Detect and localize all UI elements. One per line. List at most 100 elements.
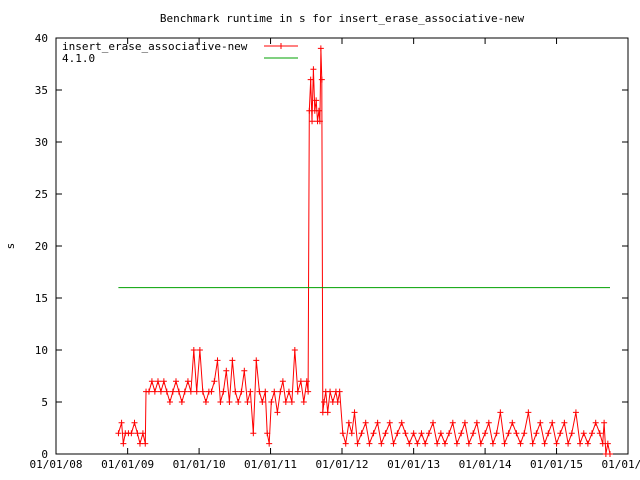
data-point (410, 430, 417, 437)
x-tick-label: 01/01/11 (244, 458, 297, 471)
data-point (324, 409, 331, 416)
data-point (572, 409, 579, 416)
data-point (505, 430, 512, 437)
data-point (517, 440, 524, 447)
data-point (294, 388, 301, 395)
data-point (596, 430, 603, 437)
data-point (306, 107, 313, 114)
data-point (229, 357, 236, 364)
data-point (599, 440, 606, 447)
data-point (202, 399, 209, 405)
data-point (274, 409, 281, 416)
data-point (449, 419, 456, 426)
data-point (394, 430, 401, 437)
x-tick-label: 01/01/15 (530, 458, 583, 471)
data-point (509, 419, 516, 426)
data-point (584, 440, 591, 447)
data-point (288, 399, 295, 405)
data-point (134, 430, 141, 437)
data-point (418, 430, 425, 437)
data-point (537, 419, 544, 426)
legend-label: 4.1.0 (62, 52, 95, 65)
data-point (238, 388, 245, 395)
data-point (345, 419, 352, 426)
data-point (351, 409, 358, 416)
y-tick-label: 30 (35, 136, 48, 149)
data-point (378, 440, 385, 447)
data-point (580, 430, 587, 437)
data-point (366, 440, 373, 447)
data-point (163, 388, 170, 395)
data-point (473, 419, 480, 426)
data-point (220, 388, 227, 395)
data-point (327, 388, 334, 395)
chart-title: Benchmark runtime in s for insert_erase_… (160, 12, 525, 25)
y-tick-label: 20 (35, 240, 48, 253)
data-point (318, 76, 325, 83)
data-point (120, 440, 127, 447)
data-point (285, 388, 292, 395)
data-point (414, 440, 421, 447)
data-point (533, 430, 540, 437)
data-point (425, 430, 432, 437)
data-point (461, 419, 468, 426)
y-tick-label: 35 (35, 84, 48, 97)
data-point (501, 440, 508, 447)
data-point (482, 430, 489, 437)
data-point (316, 118, 323, 125)
data-point (557, 430, 564, 437)
data-point (315, 107, 322, 114)
data-point (172, 378, 179, 385)
x-tick-label: 01/01/10 (173, 458, 226, 471)
data-point (422, 440, 429, 447)
data-point (190, 347, 197, 353)
data-point (545, 430, 552, 437)
data-point (131, 419, 138, 426)
data-point (268, 399, 275, 405)
data-point (310, 66, 317, 73)
data-point (307, 76, 314, 83)
x-tick-label: 01/01/09 (101, 458, 154, 471)
series-1 (115, 45, 613, 457)
y-tick-label: 25 (35, 188, 48, 201)
data-point (489, 440, 496, 447)
data-point (244, 399, 251, 405)
y-tick-label: 40 (35, 32, 48, 45)
data-point (549, 419, 556, 426)
data-point (128, 430, 135, 437)
data-point (493, 430, 500, 437)
data-point (434, 440, 441, 447)
data-point (358, 430, 365, 437)
data-point (169, 388, 176, 395)
data-point (145, 388, 152, 395)
x-tick-label: 01/01/12 (316, 458, 369, 471)
data-point (588, 430, 595, 437)
data-point (370, 430, 377, 437)
data-point (313, 97, 320, 104)
data-point (297, 378, 304, 385)
data-point (521, 430, 528, 437)
y-tick-label: 5 (41, 396, 48, 409)
data-point (291, 347, 298, 353)
data-point (148, 378, 155, 385)
data-point (402, 430, 409, 437)
data-point (184, 378, 191, 385)
data-point (199, 388, 206, 395)
data-point (142, 440, 149, 447)
data-point (553, 440, 560, 447)
data-point (166, 399, 173, 405)
y-tick-label: 10 (35, 344, 48, 357)
data-point (497, 409, 504, 416)
data-point (217, 399, 224, 405)
data-point (154, 378, 161, 385)
data-point (151, 388, 158, 395)
data-point (187, 388, 194, 395)
data-point (601, 419, 608, 426)
data-point (465, 440, 472, 447)
data-point (118, 419, 125, 426)
data-point (247, 388, 254, 395)
x-tick-label: 01/01/13 (387, 458, 440, 471)
data-point (336, 388, 343, 395)
data-point (525, 409, 532, 416)
